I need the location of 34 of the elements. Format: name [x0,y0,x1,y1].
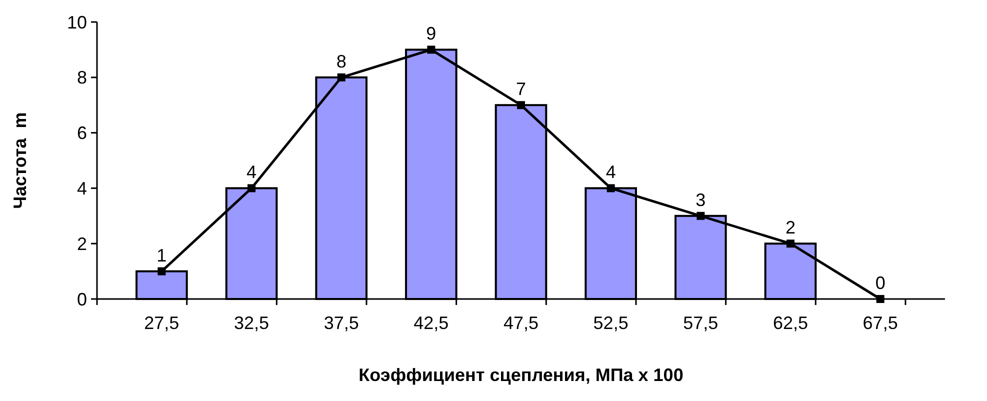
y-tick-label: 8 [76,68,87,88]
point [248,184,256,192]
y-tick-label: 0 [76,289,87,310]
point [517,101,525,110]
y-axis-title: Частота m [10,112,30,209]
point [696,212,705,220]
data-label: 1 [156,245,167,266]
data-label: 7 [516,79,526,100]
x-tick-label: 37,5 [324,313,359,333]
data-label: 4 [606,162,616,182]
x-tick-label: 42,5 [414,313,449,333]
x-tick-label: 52,5 [593,313,628,333]
y-tick-label: 2 [76,234,87,254]
point [337,73,346,82]
data-label: 8 [336,51,346,72]
y-tick-label: 4 [76,178,87,198]
x-tick-label: 67,5 [862,313,898,333]
x-axis-title: Коэффициент сцепления, МПа х 100 [358,365,684,385]
y-tick-label: 10 [66,12,87,32]
data-label: 3 [696,190,706,210]
data-label: 2 [785,218,796,238]
x-tick-label: 47,5 [503,313,539,333]
x-tick-label: 57,5 [683,313,718,333]
x-tick-label: 27,5 [144,313,180,333]
point [427,46,436,54]
point [786,240,794,248]
y-tick-label: 6 [76,123,87,144]
point [158,267,166,276]
data-label: 0 [875,273,886,293]
x-tick-label: 32,5 [234,313,270,333]
x-tick-label: 62,5 [772,313,808,333]
point [606,184,615,192]
data-label: 4 [246,162,257,182]
data-label: 9 [426,24,436,44]
